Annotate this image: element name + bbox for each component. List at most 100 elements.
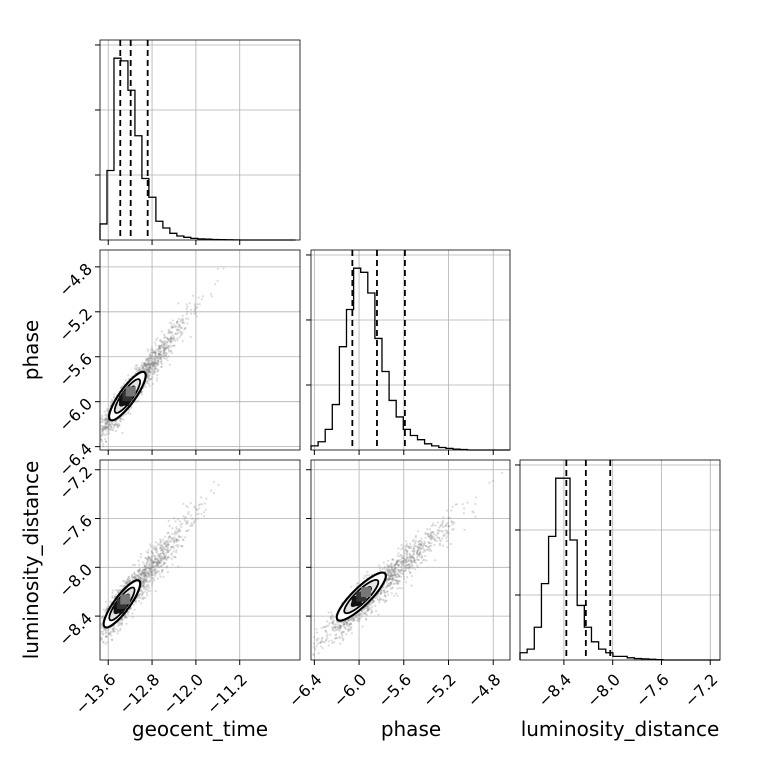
scatter-point [413,559,416,562]
scatter-point [197,512,200,516]
scatter-point [412,547,415,551]
scatter-point [112,396,115,399]
scatter-point [442,521,445,524]
scatter-point [450,520,453,523]
scatter-point [175,540,178,543]
y-tick-label: −6.0 [55,394,96,435]
scatter-point [150,564,153,567]
scatter-point [149,355,152,358]
scatter-point [165,545,168,549]
scatter-point [198,303,201,306]
scatter-point [143,362,146,365]
scatter-point [159,556,162,560]
scatter-point [146,362,149,365]
scatter-point [151,559,154,562]
scatter-point [446,532,449,535]
scatter-point [145,369,148,372]
scatter-point [102,428,105,431]
scatter-point [102,428,105,431]
scatter-point [167,345,170,348]
scatter-point [193,505,196,508]
scatter-point [153,356,156,359]
scatter-point [159,555,162,558]
scatter-point [438,542,441,545]
x-tick-label: −6.4 [285,670,326,711]
scatter-point [142,362,145,365]
scatter-point [161,555,164,558]
scatter-point [378,595,381,598]
scatter-point [152,362,156,365]
scatter-point [174,332,177,335]
scatter-point [162,575,165,579]
scatter-point [147,360,150,363]
scatter-point [427,532,430,536]
scatter-point [100,440,103,443]
scatter-point [405,560,408,564]
scatter-point [186,322,189,325]
scatter-point [163,561,166,564]
scatter-point [108,422,111,426]
scatter-point [153,579,156,582]
scatter-point [156,363,160,367]
scatter-point [113,393,116,396]
scatter-point [113,424,116,427]
scatter-point [384,599,387,602]
scatter-point [105,422,108,425]
scatter-point [327,644,330,647]
scatter-point [149,366,152,369]
scatter-point [160,345,163,348]
scatter-point [149,363,152,366]
scatter-point [146,381,149,384]
scatter-point [368,574,371,577]
scatter-point [165,548,169,551]
scatter-point [147,362,150,366]
scatter-point [102,628,106,631]
scatter-point [417,540,420,544]
scatter-point [119,387,122,390]
scatter-point [424,545,427,548]
scatter-point [134,368,137,371]
scatter-point [104,427,107,430]
scatter-point [433,539,436,542]
scatter-point [152,362,155,365]
plot-area [520,460,720,660]
scatter-point [184,536,187,539]
scatter-point [100,424,103,428]
scatter-point [194,305,197,308]
scatter-point [146,373,149,376]
scatter-point [114,423,117,426]
scatter-point [325,635,328,638]
scatter-point [149,364,152,367]
scatter-point [181,319,184,322]
scatter-point [167,531,170,535]
scatter-point [112,626,115,629]
scatter-point [161,544,164,547]
scatter-point [170,326,173,329]
scatter-point [148,369,151,372]
scatter-point [177,323,180,326]
scatter-point [432,524,435,527]
scatter-point [150,359,153,362]
scatter-point [166,546,169,550]
scatter-point [156,557,159,560]
scatter-point [144,568,147,571]
scatter-point [136,596,139,600]
scatter-point [140,594,143,597]
scatter-point [137,600,140,603]
scatter-point [328,622,331,625]
scatter-point [142,568,145,571]
scatter-point [176,328,180,331]
scatter-point [333,623,336,626]
scatter-point [192,521,195,525]
scatter-point [144,363,147,366]
scatter-point [171,563,174,566]
scatter-point [164,545,167,548]
scatter-point [176,538,179,541]
scatter-point [151,552,154,555]
scatter-point [151,573,154,576]
scatter-point [158,560,161,563]
scatter-point [163,346,166,349]
scatter-point [111,638,114,641]
scatter-point [154,574,157,577]
scatter-point [397,560,400,563]
